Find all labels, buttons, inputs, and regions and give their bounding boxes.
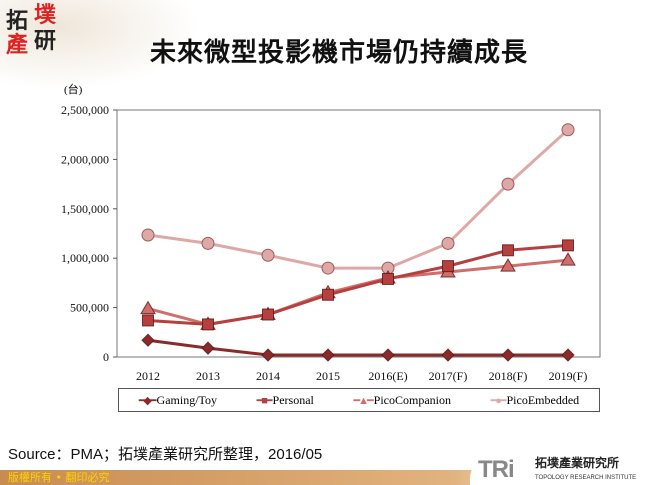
point-gaming-toy: [261, 348, 275, 362]
point-personal: [502, 244, 514, 257]
point-personal: [142, 314, 154, 327]
line-chart: 0 500,000 1,000,000 1,500,000 2,000,000 2,500…: [61, 103, 601, 383]
legend: ━◆━ Gaming/Toy ━■━ Personal ━▲━ PicoCompanion…: [118, 388, 600, 412]
point-personal: [202, 318, 214, 331]
point-gaming-toy: [321, 348, 335, 362]
point-gaming-toy: [501, 348, 515, 362]
legend-marker-icon: ━▲━: [353, 394, 374, 407]
point-picoembedded: [261, 248, 275, 262]
x-tick-label: 2018(F): [489, 369, 528, 383]
y-tick-label: 2,000,000: [61, 152, 109, 166]
x-tick-label: 2012: [136, 369, 160, 383]
y-axis-unit: (台): [64, 84, 83, 96]
legend-item: ━●━ PicoEmbedded: [491, 393, 580, 408]
logo-char: 研: [34, 29, 57, 54]
point-picoembedded: [561, 123, 575, 137]
point-personal: [562, 239, 574, 252]
logo-char: 產: [6, 33, 29, 58]
point-picocompanion: [140, 300, 156, 315]
brand-logo-bg: [470, 458, 650, 485]
series-line-picoembedded: [147, 128, 570, 270]
legend-item: ━◆━ Gaming/Toy: [139, 393, 217, 408]
legend-marker-icon: ━◆━: [138, 394, 157, 407]
x-tick-label: 2019(F): [549, 369, 588, 383]
point-gaming-toy: [141, 333, 155, 347]
x-tick-label: 2013: [196, 369, 220, 383]
x-tick-label: 2017(F): [429, 369, 468, 383]
point-picocompanion: [500, 258, 516, 272]
source-note: Source：PMA；拓墣產業研究所整理，2016/05: [8, 446, 323, 463]
y-tick-label: 1,000,000: [61, 251, 109, 265]
series-line-gaming-toy: [147, 338, 568, 357]
x-tick-label: 2014: [256, 369, 280, 383]
x-tick-label: 2015: [316, 369, 340, 383]
logo-char: 墣: [34, 3, 57, 28]
legend-label: PicoEmbedded: [506, 392, 580, 407]
point-personal: [442, 260, 454, 273]
point-picoembedded: [441, 236, 455, 250]
logo: 拓 墣 產 研: [6, 4, 64, 58]
point-personal: [262, 308, 274, 321]
legend-marker-icon: ━●━: [490, 394, 507, 407]
y-tick-label: 500,000: [70, 301, 109, 315]
brand-name-en: TOPOLOGY RESEARCH INSTITUTE: [535, 475, 637, 481]
y-tick-label: 0: [103, 350, 109, 364]
point-personal: [322, 288, 334, 301]
x-tick-label: 2016(E): [368, 369, 407, 383]
point-picocompanion: [560, 252, 576, 266]
point-gaming-toy: [441, 348, 455, 362]
legend-item: ━■━ Personal: [257, 393, 314, 408]
background-map: [0, 0, 200, 90]
logo-char: 拓: [6, 9, 29, 34]
series-line-personal: [147, 243, 569, 326]
page-title: 未來微型投影機市場仍持續成長: [150, 38, 529, 68]
point-picoembedded: [321, 261, 335, 275]
brand-logo: TRi: [478, 456, 515, 483]
y-tick-label: 1,500,000: [61, 202, 109, 216]
point-picoembedded: [141, 228, 155, 242]
legend-marker-icon: ━■━: [256, 394, 273, 407]
plot-area: [116, 109, 601, 358]
point-picoembedded: [501, 177, 515, 191]
copyright: 版權所有 • 翻印必究: [8, 471, 110, 484]
legend-label: Gaming/Toy: [156, 392, 218, 407]
point-gaming-toy: [381, 348, 395, 362]
point-gaming-toy: [201, 341, 215, 355]
legend-label: PicoCompanion: [373, 392, 451, 407]
point-personal: [382, 272, 394, 285]
legend-item: ━▲━ PicoCompanion: [354, 393, 451, 408]
point-picoembedded: [201, 236, 215, 250]
point-gaming-toy: [561, 348, 575, 362]
brand-name-zh: 拓墣產業研究所: [535, 456, 620, 470]
legend-label: Personal: [272, 392, 314, 407]
y-tick-label: 2,500,000: [61, 103, 109, 117]
